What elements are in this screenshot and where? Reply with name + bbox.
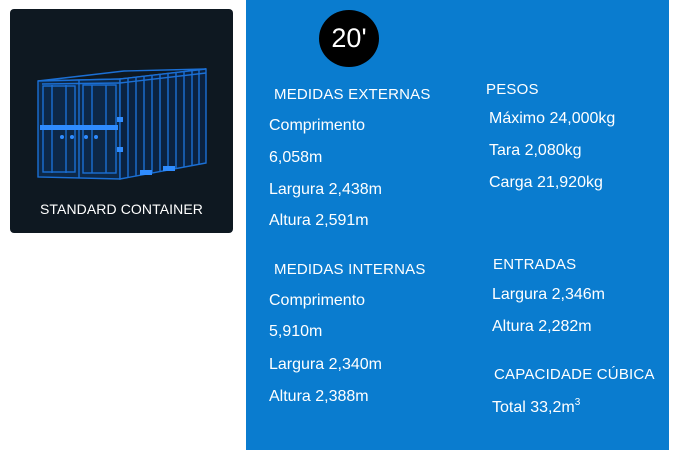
capacity-value: Total 33,2m [492, 399, 575, 416]
tare-weight: Tara 2,080kg [489, 142, 582, 159]
spec-panel: 20' MEDIDAS EXTERNAS Comprimento 6,058m … [246, 0, 669, 450]
capacity-total: Total 33,2m3 [492, 397, 580, 417]
external-length-value: 6,058m [269, 149, 323, 166]
internal-measures-heading: MEDIDAS INTERNAS [274, 261, 426, 278]
payload-weight: Carga 21,920kg [489, 174, 603, 191]
external-width: Largura 2,438m [269, 181, 382, 198]
max-weight: Máximo 24,000kg [489, 110, 616, 127]
size-badge: 20' [319, 10, 379, 67]
weights-heading: PESOS [486, 81, 539, 98]
entry-height: Altura 2,282m [492, 318, 592, 335]
internal-width: Largura 2,340m [269, 356, 382, 373]
external-length-label: Comprimento [269, 117, 366, 134]
capacity-unit-exponent: 3 [574, 397, 581, 408]
internal-length-label: Comprimento [269, 292, 366, 309]
product-card[interactable]: STANDARD CONTAINER [10, 9, 233, 233]
external-height: Altura 2,591m [269, 212, 369, 229]
internal-length-value: 5,910m [269, 323, 323, 340]
internal-height: Altura 2,388m [269, 388, 369, 405]
entry-width: Largura 2,346m [492, 286, 605, 303]
card-title: STANDARD CONTAINER [39, 201, 204, 217]
entries-heading: ENTRADAS [493, 256, 577, 273]
shipping-container-icon [37, 68, 207, 180]
external-measures-heading: MEDIDAS EXTERNAS [274, 86, 431, 103]
capacity-heading: CAPACIDADE CÚBICA [494, 366, 655, 383]
